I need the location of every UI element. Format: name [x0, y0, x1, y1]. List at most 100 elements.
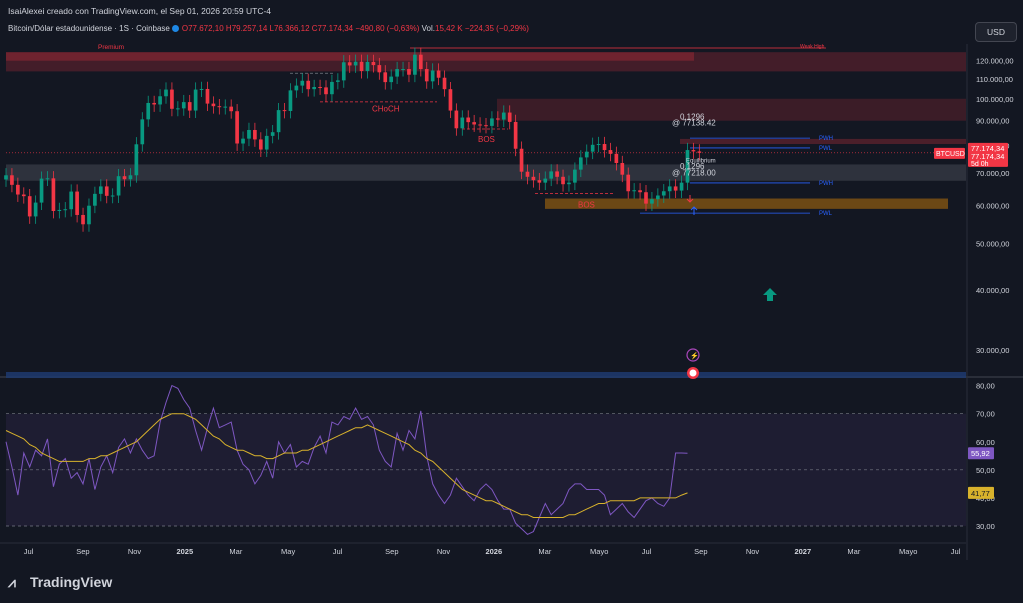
current-price-badge — [968, 142, 1008, 167]
candle-body — [146, 102, 151, 120]
candle-body — [383, 72, 388, 83]
candle-body — [418, 54, 423, 70]
candle-body — [235, 111, 239, 144]
candle-body — [87, 205, 91, 225]
candle-body — [578, 157, 583, 170]
annotation-level_label: PWH — [819, 136, 833, 142]
candle-body — [211, 103, 216, 107]
rsi-line — [5, 384, 688, 535]
candle-body — [691, 150, 696, 152]
candle-body — [679, 182, 684, 191]
candle-body — [632, 190, 636, 192]
candle-body — [164, 89, 168, 97]
time-tick-label: 2025 — [176, 547, 193, 556]
zone-recent-supply — [680, 138, 966, 145]
time-tick-label: Mar — [538, 547, 551, 556]
candle-body — [336, 80, 340, 82]
candle-body — [543, 178, 548, 183]
time-tick-label: Jul — [24, 547, 34, 556]
candle-body — [590, 144, 595, 152]
candle-body — [253, 129, 257, 140]
rsi-value-label: 55,92 — [971, 449, 990, 458]
annotation-structure: CHoCH — [372, 104, 400, 113]
candle-body — [430, 70, 435, 82]
candle-body — [21, 194, 26, 197]
candle-body — [573, 169, 577, 183]
candle-body — [81, 214, 85, 225]
rsi-tick-label: 70,00 — [976, 410, 995, 419]
candle-body — [158, 96, 162, 105]
candle-body — [413, 54, 417, 75]
candle-body — [608, 150, 613, 154]
candle-body — [181, 102, 186, 109]
currency-button[interactable]: USD — [975, 22, 1017, 42]
candle-body — [685, 150, 690, 183]
us-flag-icon-inner — [689, 369, 697, 377]
annotation-level_label: Weak High — [800, 44, 825, 50]
candle-body — [140, 119, 145, 145]
candle-body — [199, 88, 204, 90]
candle-body — [661, 191, 666, 196]
price-tick-label: 40.000,00 — [976, 286, 1009, 295]
candle-body — [466, 117, 471, 123]
candle-body — [10, 175, 14, 185]
volume-value: 15,42 K — [435, 24, 463, 33]
volume-label: Vol. — [421, 24, 435, 33]
candle-body — [193, 89, 198, 111]
candle-body — [330, 81, 334, 95]
ohlc-values: O77.672,10 H79.257,14 L76.366,12 C77.174… — [181, 24, 354, 33]
lightning-icon[interactable] — [686, 348, 700, 362]
candle-body — [205, 88, 210, 104]
candle-body — [614, 153, 619, 164]
candle-body — [389, 76, 394, 83]
price-tick-label: 100.000,00 — [976, 95, 1014, 104]
candle-body — [170, 89, 174, 109]
candle-body — [122, 176, 127, 180]
candle-body — [537, 180, 542, 183]
time-tick-label: 2027 — [794, 547, 811, 556]
candle-body — [353, 61, 358, 66]
candle-body — [436, 70, 441, 78]
candle-body — [347, 62, 352, 66]
candle-body — [584, 151, 589, 158]
time-tick-label: Jul — [642, 547, 652, 556]
candle-body — [448, 89, 453, 111]
rsi-tick-label: 50,00 — [976, 466, 995, 475]
candle-body — [371, 61, 376, 66]
zone-discount — [545, 198, 948, 209]
candle-body — [650, 199, 654, 204]
symbol-name: Bitcoin/Dólar estadounidense · 1S · Coin… — [8, 24, 170, 33]
candle-body — [57, 209, 62, 211]
candle-body — [401, 69, 405, 71]
candle-body — [525, 171, 530, 177]
candle-body — [644, 192, 648, 204]
candle-body — [513, 121, 518, 149]
candle-body — [484, 125, 488, 127]
price-tick-label: 120.000,00 — [976, 57, 1014, 66]
time-tick-label: Jul — [951, 547, 961, 556]
candle-body — [602, 144, 607, 151]
candle-body — [39, 178, 44, 203]
annotation-level_label: PWL — [819, 211, 833, 217]
candle-body — [620, 163, 625, 175]
time-tick-label: Nov — [437, 547, 451, 556]
lightning-glyph: ⚡ — [690, 351, 699, 360]
candle-body — [312, 86, 316, 90]
candle-body — [490, 118, 494, 126]
symbol-badge-label: BTCUSD — [936, 151, 965, 158]
time-tick-label: Mayo — [590, 547, 608, 556]
annotation-structure: BOS — [478, 135, 495, 144]
candle-body — [45, 178, 50, 180]
candle-body — [626, 174, 631, 192]
candle-body — [324, 87, 328, 95]
market-status-icon — [171, 25, 179, 32]
candle-body — [697, 151, 702, 153]
candle-body — [16, 184, 20, 195]
price-tick-label: 50.000,00 — [976, 239, 1009, 248]
rsi-ma-value-badge — [968, 486, 994, 499]
candle-body — [75, 191, 79, 215]
candle-body — [561, 176, 565, 185]
time-tick-label: Mayo — [899, 547, 917, 556]
